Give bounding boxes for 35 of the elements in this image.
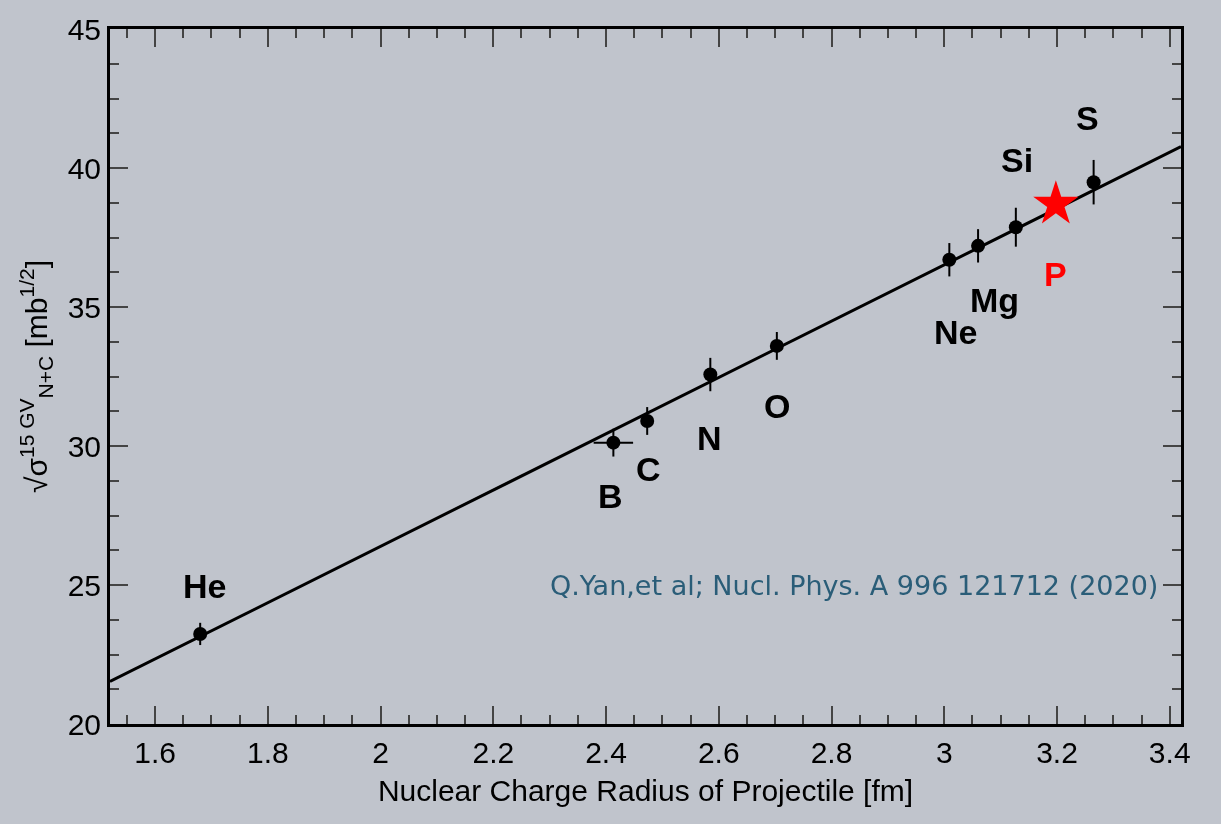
point: [193, 626, 208, 641]
series-label: P: [1044, 255, 1067, 293]
x-tick-label: 3.4: [1148, 736, 1191, 769]
annotation: S: [1076, 99, 1099, 137]
y-tick-label: 20: [67, 707, 101, 741]
annotation: O: [764, 387, 791, 425]
annotation: C: [636, 450, 661, 488]
annotation: Si: [1001, 141, 1034, 179]
point: [1008, 220, 1023, 235]
point: [942, 252, 957, 267]
y-tick-label: 25: [67, 568, 101, 602]
point: [769, 338, 784, 353]
annotation: B: [598, 477, 623, 515]
x-tick-label: 2.6: [697, 736, 740, 769]
x-tick-label: 3: [935, 736, 953, 769]
y-tick-label: 40: [67, 151, 101, 185]
y-tick-label: 30: [67, 429, 101, 463]
y-tick-label: 45: [67, 12, 101, 46]
annotation: Q.Yan,et al; Nucl. Phys. A 996 121712 (2020): [550, 570, 1159, 601]
y-tick-label: 35: [67, 290, 101, 324]
annotation: N: [697, 419, 722, 457]
annotation: He: [183, 567, 227, 605]
x-axis-title: Nuclear Charge Radius of Projectile [fm]: [377, 773, 914, 807]
x-tick-label: 2.8: [810, 736, 853, 769]
x-tick-label: 1.6: [134, 736, 176, 769]
x-tick-label: 2.2: [472, 736, 515, 769]
point: [703, 367, 718, 382]
point: [640, 413, 655, 428]
x-tick-label: 2.4: [585, 736, 627, 769]
point: [971, 238, 986, 253]
x-tick-label: 2: [372, 736, 389, 769]
point: [1086, 175, 1101, 190]
x-tick-label: 1.8: [246, 736, 289, 769]
x-tick-label: 3.2: [1036, 736, 1078, 769]
point: [606, 435, 621, 450]
